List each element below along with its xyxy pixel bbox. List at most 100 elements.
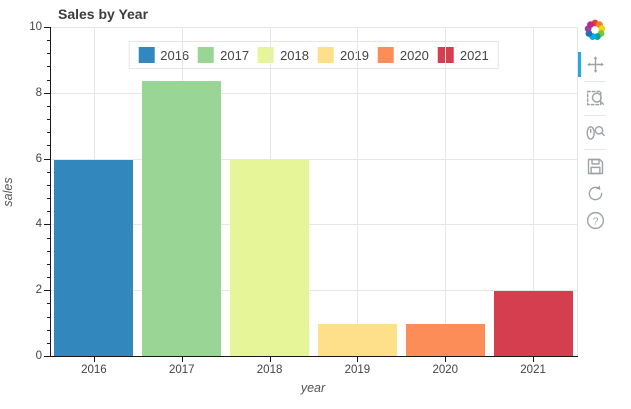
legend-swatch (318, 47, 334, 63)
x-axis-title: year (300, 381, 326, 395)
box-zoom-icon (586, 90, 604, 106)
save-tool-button[interactable] (581, 153, 609, 180)
y-tick-label: 2 (35, 284, 42, 297)
y-major-tick (44, 224, 50, 226)
legend-label: 2016 (160, 47, 190, 63)
y-minor-tick (47, 237, 50, 239)
x-tick-label: 2019 (344, 364, 371, 376)
v-gridline (357, 28, 359, 357)
bokeh-logo-icon[interactable] (583, 18, 607, 42)
y-major-tick (44, 27, 50, 28)
pan-tool-button[interactable] (578, 51, 609, 78)
y-major-tick (44, 158, 50, 160)
bar-2016 (54, 159, 134, 357)
toolbar-separator (584, 81, 606, 82)
y-minor-tick (47, 250, 50, 252)
help-icon: ? (586, 211, 604, 230)
y-minor-tick (47, 66, 50, 68)
legend-swatch (258, 47, 275, 63)
wheel-zoom-tool-button[interactable] (581, 119, 609, 146)
toolbar-separator (584, 115, 606, 116)
y-minor-tick (47, 105, 50, 107)
x-major-tick (269, 357, 271, 362)
y-minor-tick (47, 329, 50, 331)
legend-swatch (138, 47, 155, 63)
y-tick-label: 4 (35, 218, 42, 231)
v-gridline (445, 28, 447, 357)
reset-tool-button[interactable] (581, 180, 609, 207)
y-major-tick (44, 290, 50, 292)
y-minor-tick (47, 40, 50, 42)
v-gridline (533, 28, 535, 357)
legend-swatch (198, 47, 215, 63)
x-tick-label: 2021 (520, 364, 546, 376)
toolbar-separator (584, 149, 606, 150)
y-tick-label: 8 (35, 86, 42, 99)
bar-2018 (230, 159, 310, 357)
svg-text:?: ? (592, 215, 598, 227)
h-gridline (50, 290, 577, 292)
legend-label: 2017 (220, 47, 250, 63)
bokeh-toolbar: ? (578, 18, 611, 234)
y-minor-tick (47, 171, 50, 173)
y-minor-tick (47, 132, 50, 134)
y-minor-tick (47, 277, 50, 279)
y-major-tick (44, 356, 50, 357)
y-minor-tick (47, 342, 50, 344)
legend-item-2018: 2018 (258, 47, 309, 63)
x-major-tick (357, 357, 359, 362)
h-gridline (50, 158, 577, 160)
y-axis-title: sales (1, 177, 15, 207)
box-zoom-tool-button[interactable] (581, 85, 609, 112)
y-tick-label: 10 (29, 21, 42, 33)
help-tool-button[interactable]: ? (581, 207, 609, 234)
legend-item-2017: 2017 (198, 47, 249, 63)
x-major-tick (181, 357, 183, 362)
h-gridline (50, 27, 577, 28)
save-icon (587, 158, 603, 175)
chart-title: Sales by Year (58, 6, 149, 22)
y-minor-tick (47, 211, 50, 213)
bar-2021 (493, 291, 573, 357)
legend-label: 2020 (399, 47, 429, 63)
legend: 2016 2017 2018 2019 2020 2021 (128, 41, 499, 69)
y-minor-tick (47, 119, 50, 121)
y-minor-tick (47, 316, 50, 318)
y-minor-tick (47, 145, 50, 147)
x-axis-line (50, 356, 578, 357)
y-tick-label: 0 (35, 350, 42, 362)
legend-label: 2021 (459, 47, 489, 63)
h-gridline (50, 224, 577, 226)
y-axis-line (50, 27, 51, 357)
x-tick-label: 2018 (256, 364, 283, 376)
x-major-tick (93, 357, 95, 362)
x-tick-label: 2016 (81, 364, 107, 376)
x-major-tick (445, 357, 447, 362)
legend-swatch (377, 47, 394, 63)
h-gridline (50, 92, 577, 94)
bar-2020 (405, 324, 485, 357)
y-minor-tick (47, 184, 50, 186)
y-minor-tick (47, 263, 50, 265)
legend-label: 2018 (280, 47, 309, 63)
legend-item-2020: 2020 (377, 47, 429, 63)
y-tick-label: 6 (35, 152, 42, 165)
bar-2019 (317, 324, 397, 357)
reset-icon (588, 185, 602, 201)
plot-area[interactable]: 2016 2017 2018 2019 2020 2021 (50, 27, 578, 357)
legend-item-2019: 2019 (318, 47, 369, 63)
x-major-tick (533, 357, 535, 362)
legend-label: 2019 (340, 47, 369, 63)
active-tool-indicator (578, 52, 581, 77)
wheel-zoom-icon (585, 125, 605, 140)
y-minor-tick (47, 53, 50, 55)
y-major-tick (44, 92, 50, 94)
y-minor-tick (47, 79, 50, 81)
x-tick-label: 2017 (168, 364, 195, 376)
x-tick-label: 2020 (432, 364, 459, 376)
pan-icon (586, 56, 604, 73)
y-minor-tick (47, 303, 50, 305)
bar-2017 (142, 80, 222, 357)
y-minor-tick (47, 198, 50, 200)
